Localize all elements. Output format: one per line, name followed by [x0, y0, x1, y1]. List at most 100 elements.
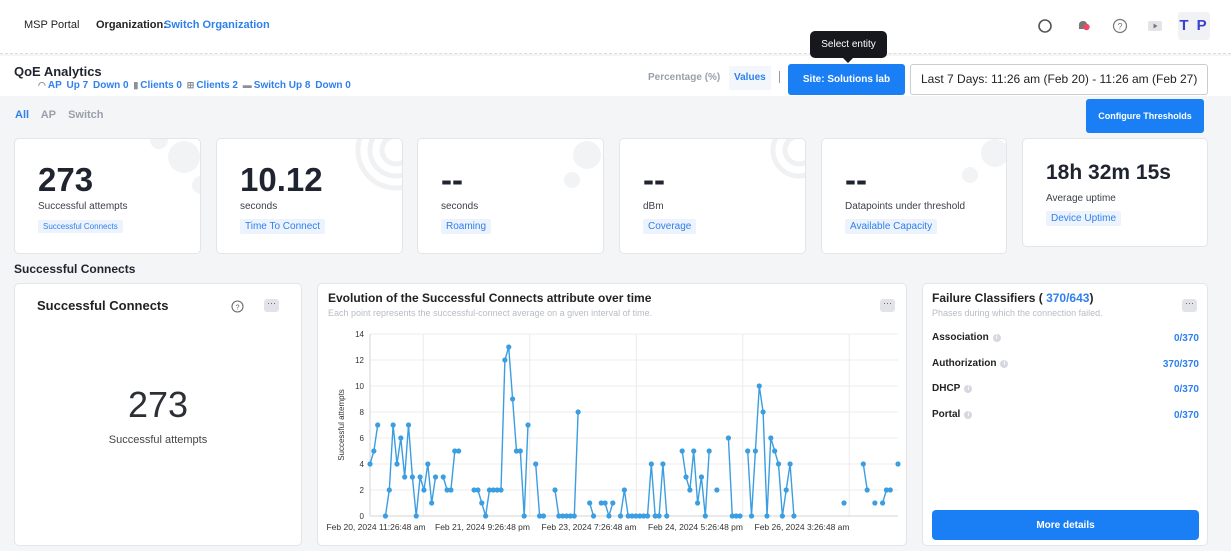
data-point: [521, 513, 527, 519]
card-sub-label: Successful attempts: [108, 434, 208, 446]
data-point: [587, 500, 593, 506]
switch-down-link[interactable]: Down 0: [315, 80, 351, 91]
clients-link[interactable]: Clients 0: [140, 80, 182, 91]
more-details-button[interactable]: More details: [932, 510, 1199, 540]
data-point: [602, 500, 608, 506]
row-value[interactable]: 370/370: [1162, 359, 1199, 370]
data-point: [606, 513, 612, 519]
data-point: [367, 461, 373, 467]
data-point: [617, 513, 624, 519]
kpi-tag: Coverage: [643, 219, 697, 234]
data-point: [683, 474, 689, 480]
page-title: QoE Analytics: [14, 64, 102, 79]
wifi-icon: ◠: [38, 80, 46, 90]
data-point: [733, 513, 739, 519]
data-point: [417, 474, 423, 480]
info-icon[interactable]: i: [1000, 360, 1009, 368]
connection-watermark-icon: [150, 139, 200, 194]
data-point: [644, 513, 651, 519]
page-header: QoE Analytics ◠ AP Up 7 Down 0 ▮ Clients 0…: [0, 56, 1231, 96]
data-point: [610, 500, 616, 506]
brand-label[interactable]: MSP Portal: [24, 19, 80, 31]
tab-all[interactable]: All: [15, 109, 30, 121]
data-point: [687, 487, 693, 493]
data-point: [625, 513, 631, 519]
data-point: [386, 487, 392, 493]
data-point: [390, 422, 396, 428]
row-value[interactable]: 0/370: [1173, 333, 1199, 344]
x-tick-label: Feb 20, 2024 11:26:48 am: [326, 522, 425, 532]
switch-icon: ▬: [242, 80, 252, 90]
notification-bell-icon[interactable]: [1075, 18, 1091, 34]
data-point: [633, 513, 639, 519]
search-icon[interactable]: [1037, 18, 1053, 34]
data-point: [698, 474, 705, 480]
data-point: [660, 461, 666, 467]
x-tick-label: Feb 23, 2024 7:26:48 am: [542, 522, 637, 532]
kpi-label: Datapoints under threshold: [845, 201, 966, 212]
failure-row-association: Association i 0/370: [932, 332, 1199, 344]
data-point: [509, 396, 516, 402]
kpi-card-successful-connects[interactable]: 273 Successful attempts Successful Conne…: [14, 138, 201, 254]
configure-thresholds-button[interactable]: Configure Thresholds: [1086, 99, 1204, 133]
kpi-card-time-to-connect[interactable]: 10.12 seconds Time To Connect: [216, 138, 403, 254]
kpi-card-available-capacity[interactable]: -- Datapoints under threshold Available …: [821, 138, 1007, 254]
tab-ap[interactable]: AP: [40, 109, 56, 121]
card-big-value: 273: [127, 384, 189, 425]
data-point: [864, 487, 870, 493]
data-point: [425, 461, 431, 467]
data-point: [775, 461, 782, 467]
y-tick-label: 0: [360, 512, 365, 521]
switch-up-link[interactable]: Switch Up 8: [253, 80, 311, 91]
kpi-card-device-uptime[interactable]: 18h 32m 15s Average uptime Device Uptime: [1022, 138, 1208, 247]
failure-count[interactable]: 370/643: [1046, 291, 1090, 305]
section-title: Successful Connects: [14, 262, 136, 276]
help-icon[interactable]: ?: [1112, 18, 1128, 34]
data-point: [772, 448, 778, 454]
kpi-label: seconds: [441, 201, 479, 212]
failure-row-portal: Portal i 0/370: [932, 409, 1199, 421]
date-range-picker[interactable]: Last 7 Days: 11:26 am (Feb 20) - 11:26 a…: [910, 64, 1208, 95]
failure-row-dhcp: DHCP i 0/370: [932, 383, 1199, 395]
info-icon[interactable]: i: [964, 385, 973, 393]
row-value[interactable]: 0/370: [1173, 384, 1199, 395]
more-options-icon[interactable]: ···: [264, 299, 279, 312]
site-select-button[interactable]: Site: Solutions lab: [788, 64, 905, 95]
top-bar: MSP Portal Organization: Switch Organiza…: [0, 0, 1231, 54]
info-icon[interactable]: i: [992, 334, 1001, 342]
more-options-icon[interactable]: ···: [880, 299, 895, 312]
row-value[interactable]: 0/370: [1173, 410, 1199, 421]
video-icon[interactable]: [1147, 18, 1163, 34]
entity-tabs: All AP Switch: [15, 109, 113, 121]
kpi-tag: Roaming: [441, 219, 492, 234]
data-point: [506, 344, 512, 350]
data-point: [502, 357, 508, 363]
data-point: [567, 513, 574, 519]
signal-bars-icon: ▮: [133, 80, 139, 90]
user-avatar[interactable]: T P: [1178, 12, 1210, 40]
data-point: [432, 474, 439, 480]
data-point: [409, 474, 415, 480]
ap-up-link[interactable]: Up 7: [66, 80, 89, 91]
ap-down-link[interactable]: Down 0: [93, 80, 129, 91]
help-icon[interactable]: ?: [231, 300, 244, 313]
switch-organization-link[interactable]: Switch Organization: [164, 19, 270, 31]
more-options-icon[interactable]: ···: [1182, 299, 1197, 312]
clients2-link[interactable]: Clients 2: [196, 80, 238, 91]
data-point: [479, 500, 485, 506]
successful-connects-line-chart[interactable]: 0 2 4 6 8 10 12 14 Feb 20, 2024 11:26:48 am Feb 2…: [318, 324, 906, 545]
kpi-card-coverage[interactable]: -- dBm Coverage: [619, 138, 806, 254]
org-label: Organization:: [96, 19, 167, 31]
kpi-label: Successful attempts: [38, 201, 128, 212]
data-point: [783, 487, 789, 493]
values-toggle[interactable]: Values: [729, 66, 771, 90]
failure-row-authorization: Authorization i 370/370: [932, 358, 1199, 370]
info-icon[interactable]: i: [964, 411, 973, 419]
data-point: [552, 487, 558, 493]
data-point: [656, 513, 662, 519]
percentage-toggle[interactable]: Percentage (%): [648, 72, 721, 83]
kpi-label: seconds: [240, 201, 278, 212]
failure-classifiers-card: Failure Classifiers ( 370/643) Phases du…: [922, 283, 1208, 546]
tab-switch[interactable]: Switch: [68, 109, 104, 121]
kpi-card-roaming[interactable]: -- seconds Roaming: [417, 138, 604, 254]
